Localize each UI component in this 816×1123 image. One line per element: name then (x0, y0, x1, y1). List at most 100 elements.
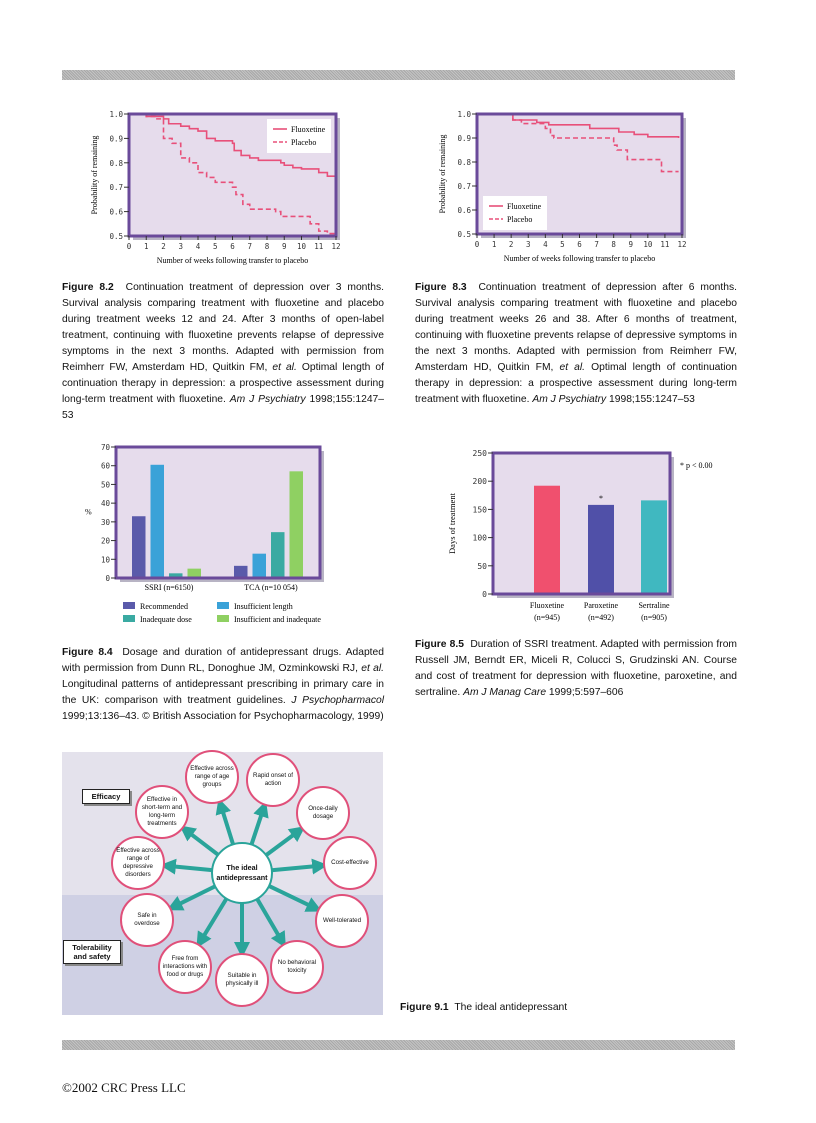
significance-note: * p < 0.00 (680, 461, 713, 470)
x-tick-label: 8 (611, 240, 616, 249)
caption-text: The ideal antidepressant (454, 1002, 568, 1013)
y-tick-label: 10 (101, 555, 111, 564)
y-tick-label: 60 (101, 462, 111, 471)
figure-9-1-diagram: Efficacy Tolerability and safety Effecti… (62, 750, 383, 1015)
legend-label: Recommended (140, 602, 188, 611)
caption-label: Figure 8.3 (415, 282, 467, 293)
y-tick-label: 50 (101, 480, 111, 489)
attribute-node: No behavioral toxicity (270, 940, 324, 994)
caption-text: Longitudinal patterns of antidepressant … (62, 679, 384, 706)
attribute-node: Suitable in physically ill (215, 953, 269, 1007)
x-tick-label: 1 (144, 242, 149, 251)
y-tick-label: 0.9 (457, 134, 471, 143)
y-tick-label: 20 (101, 537, 111, 546)
category-label: Fluoxetine (530, 601, 565, 610)
x-tick-label: 4 (196, 242, 201, 251)
y-tick-label: 0 (105, 574, 110, 583)
legend-swatch (123, 602, 135, 609)
category-label: Paroxetine (584, 601, 619, 610)
x-tick-label: 9 (628, 240, 633, 249)
attribute-node: Rapid onset of action (246, 753, 300, 807)
x-tick-label: 10 (297, 242, 307, 251)
caption-journal: Am J Psychiatry (229, 394, 306, 405)
y-tick-label: 0.6 (457, 206, 471, 215)
attribute-node: Effective across range of age groups (185, 750, 239, 804)
legend-swatch (123, 615, 135, 622)
x-tick-label: 6 (230, 242, 235, 251)
caption-text: Continuation treatment of depression aft… (415, 282, 737, 373)
caption-etal: et al. (559, 362, 586, 373)
y-tick-label: 0.8 (457, 158, 471, 167)
bar-insufficient-length (252, 553, 266, 578)
legend-label: Fluoxetine (507, 202, 542, 211)
legend-label: Placebo (291, 138, 316, 147)
category-n-label: (n=905) (641, 613, 667, 622)
plot-background (493, 453, 670, 594)
series-line-fluoxetine (477, 113, 680, 138)
caption-etal: et al. (272, 362, 297, 373)
x-tick-label: 11 (660, 240, 669, 249)
legend-label: Inadequate dose (140, 615, 192, 624)
legend-label: Insufficient length (234, 602, 293, 611)
x-tick-label: 5 (560, 240, 565, 249)
caption-label: Figure 9.1 (400, 1002, 449, 1013)
y-tick-label: 0.5 (109, 232, 123, 241)
x-tick-label: 10 (643, 240, 653, 249)
caption-text: Continuation treatment of depression ove… (62, 282, 384, 373)
x-tick-label: 6 (577, 240, 582, 249)
x-tick-label: 12 (331, 242, 340, 251)
attribute-node: Free from interactions with food or drug… (158, 940, 212, 994)
x-tick-label: 2 (161, 242, 166, 251)
figure-8-5-chart: Fluoxetine (n=945) * Paroxetine (n=492) Sertr… (447, 449, 713, 622)
x-tick-label: 12 (677, 240, 686, 249)
y-tick-label: 150 (473, 505, 488, 514)
caption-ref: 1998;155:1247–53 (606, 394, 695, 405)
x-axis-label: Number of weeks following transfer to pl… (157, 256, 309, 265)
efficacy-label: Efficacy (82, 789, 130, 804)
caption-etal: et al. (361, 663, 384, 674)
y-axis-label: Days of treatment (447, 492, 457, 554)
bar-recommended (234, 565, 248, 578)
y-tick-label: 0.6 (109, 208, 123, 217)
x-tick-label: 7 (594, 240, 599, 249)
caption-text: Optimal length of continuation therapy i… (62, 362, 385, 405)
series-line-placebo (477, 113, 679, 173)
caption-journal: Am J Psychiatry (532, 394, 607, 405)
x-tick-label: 0 (127, 242, 132, 251)
y-tick-label: 0.5 (457, 230, 471, 239)
x-tick-label: 1 (492, 240, 497, 249)
y-tick-label: 200 (473, 477, 488, 486)
y-tick-label: 1.0 (109, 110, 123, 119)
y-tick-label: 0.7 (457, 182, 471, 191)
bar-inadequate-dose (169, 573, 183, 578)
caption-text: Duration of SSRI treatment. Adapted with… (415, 639, 738, 698)
bar-insufficient-length (150, 464, 164, 578)
center-node: The ideal antidepressant (211, 842, 273, 904)
legend-label: Placebo (507, 215, 532, 224)
x-tick-label: 3 (178, 242, 183, 251)
bar-recommended (132, 516, 146, 578)
caption-text: Dosage and duration of antidepressant dr… (62, 647, 384, 674)
series-line-fluoxetine (129, 113, 337, 183)
x-tick-label: 3 (526, 240, 531, 249)
caption-ref: 1999;13:136–43. © British Association fo… (62, 711, 384, 722)
legend-label: Insufficient and inadequate (234, 615, 321, 624)
y-tick-label: 0 (482, 590, 487, 599)
caption-ref: 1999;5:597–606 (546, 687, 624, 698)
category-label: TCA (n=10 054) (244, 583, 298, 592)
legend-box (267, 119, 331, 153)
figure-8-2-chart: 0.50.60.70.80.91.00 1 2 3 4 5 6 7 8 9 10 11 12Number… (90, 110, 341, 265)
x-tick-label: 4 (543, 240, 548, 249)
series-line-placebo (129, 113, 336, 235)
caption-label: Figure 8.5 (415, 639, 464, 650)
bar-sertraline (641, 500, 667, 594)
category-n-label: (n=492) (588, 613, 614, 622)
y-tick-label: 0.9 (109, 134, 123, 143)
x-tick-label: 2 (509, 240, 514, 249)
y-tick-label: 30 (101, 518, 111, 527)
bar-inadequate-dose (271, 532, 285, 578)
y-tick-label: 100 (473, 534, 488, 543)
bar-insufficient-and-inadequate (289, 471, 303, 578)
plot-background (116, 447, 320, 578)
